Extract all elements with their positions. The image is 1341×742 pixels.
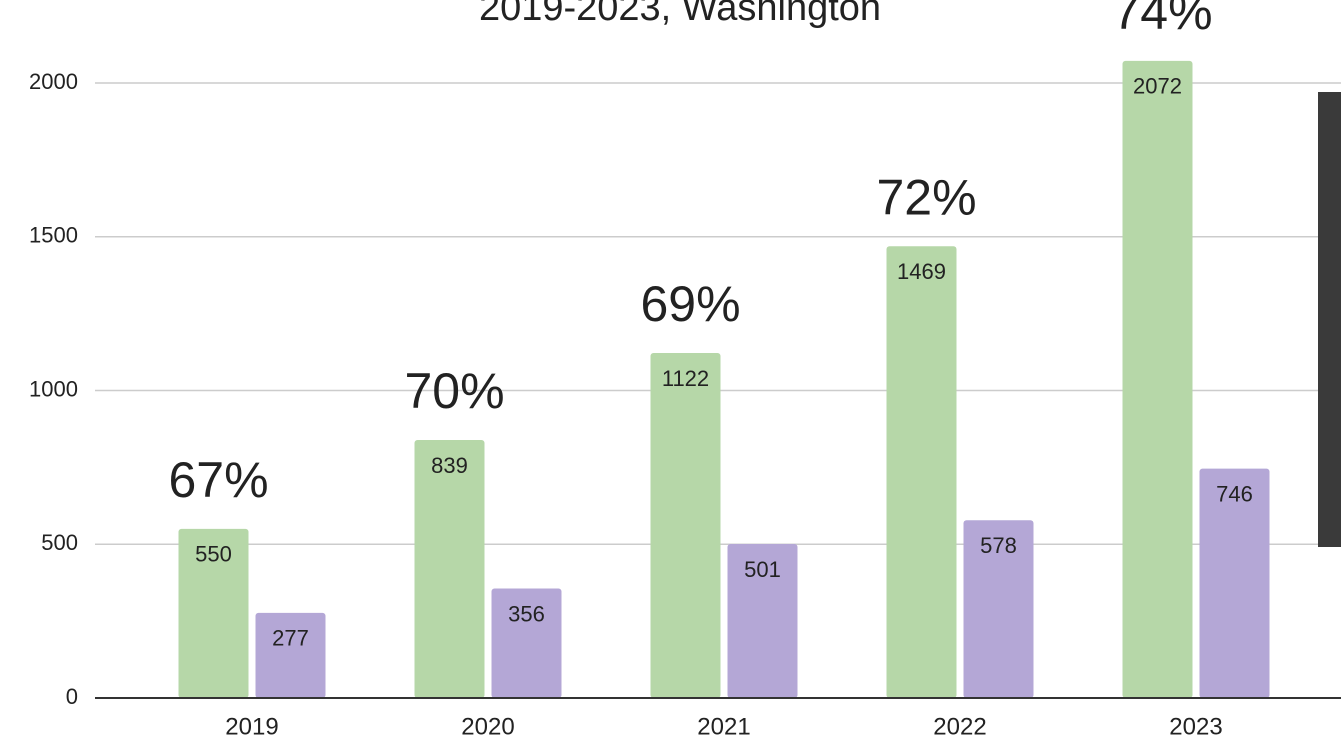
value-label: 277 [272,626,309,651]
value-label: 2072 [1133,74,1182,99]
value-label: 578 [980,533,1017,558]
x-tick-label: 2023 [1169,713,1222,740]
x-tick-label: 2021 [697,713,750,740]
bar [651,353,721,698]
value-label: 550 [195,542,232,567]
y-tick-label: 2000 [29,69,78,94]
y-tick-label: 1500 [29,223,78,248]
value-label: 1122 [662,366,709,391]
photo [1318,92,1341,547]
percent-annotation: 72% [876,169,976,225]
value-label: 746 [1216,481,1253,506]
value-label: 839 [431,453,468,478]
y-tick-label: 1000 [29,376,78,401]
y-tick-label: 500 [41,530,78,555]
value-label: 1469 [897,259,946,284]
x-tick-label: 2020 [461,713,514,740]
value-label: 356 [508,601,545,626]
bar [887,246,957,698]
chart-title: 2019-2023, Washington [479,0,881,29]
percent-annotation: 70% [404,363,504,419]
bar [1123,61,1193,698]
percent-annotation: 74% [1112,0,1212,40]
chart: 2019-2023, Washington 0 500 1000 1500 2000 20… [0,0,1341,742]
value-label: 501 [744,557,781,582]
x-tick-label: 2019 [225,713,278,740]
bar [415,440,485,698]
x-tick-label: 2022 [933,713,986,740]
y-tick-label: 0 [66,684,78,709]
plot-area: 0 500 1000 1500 2000 2019 550 277 67% 2020 839 356 7… [29,0,1341,740]
percent-annotation: 67% [168,452,268,508]
percent-annotation: 69% [640,276,740,332]
